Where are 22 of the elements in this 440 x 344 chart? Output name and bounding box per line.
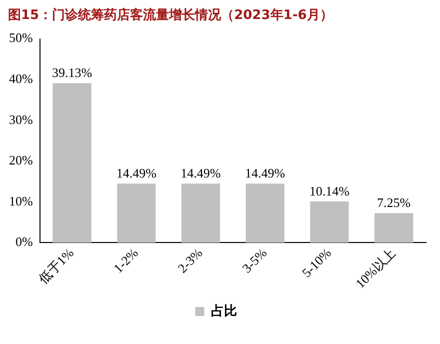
data-label: 14.49% xyxy=(116,166,157,181)
legend-label: 占比 xyxy=(210,303,237,318)
data-label: 7.25% xyxy=(377,195,411,210)
bar xyxy=(52,83,92,243)
data-label: 39.13% xyxy=(52,65,92,80)
x-tick-label: 10%以上 xyxy=(352,245,398,292)
data-label: 14.49% xyxy=(245,166,286,181)
y-tick-label: 30% xyxy=(8,112,33,127)
x-tick-label: 低于1% xyxy=(35,245,77,286)
y-tick-label: 20% xyxy=(8,152,33,168)
bar xyxy=(374,213,414,243)
bar xyxy=(117,184,156,243)
bar xyxy=(310,201,349,243)
chart-title: 图15：门诊统筹药店客流量增长情况（2023年1-6月） xyxy=(8,6,333,24)
bar xyxy=(246,184,284,243)
data-label: 14.49% xyxy=(180,166,221,181)
y-tick-label: 0% xyxy=(15,234,33,250)
y-tick-label: 40% xyxy=(8,71,33,86)
y-tick-label: 10% xyxy=(8,193,33,208)
data-label: 10.14% xyxy=(309,183,350,198)
y-tick-label: 50% xyxy=(8,30,33,46)
bar xyxy=(181,184,220,243)
